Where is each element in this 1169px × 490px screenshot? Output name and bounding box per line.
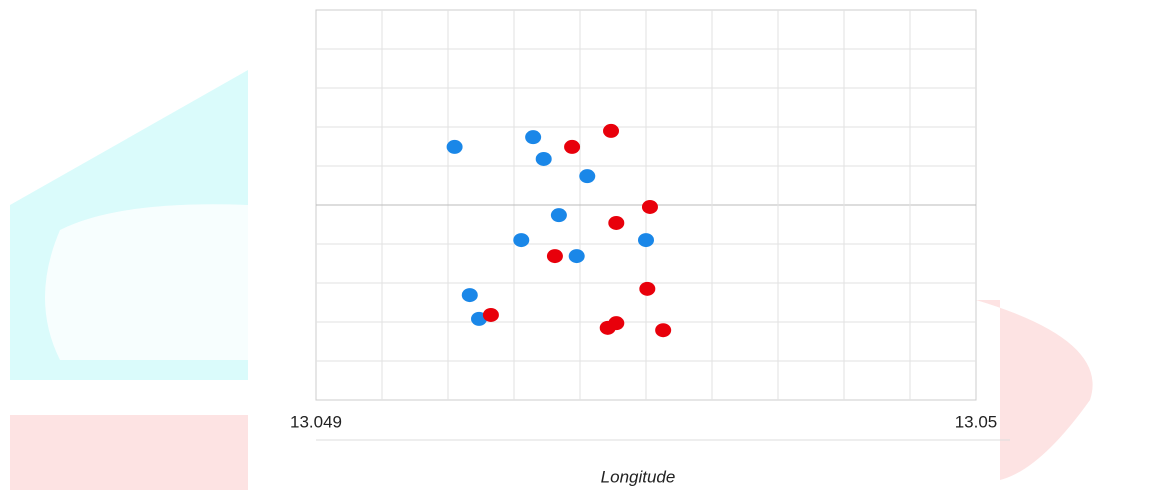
x-tick-label: 13.05 — [955, 412, 998, 431]
point — [462, 288, 478, 302]
watermark-cloud — [45, 204, 248, 360]
x-axis-label: Longitude — [601, 467, 676, 486]
point — [569, 249, 585, 263]
point — [536, 152, 552, 166]
point — [551, 208, 567, 222]
point — [638, 233, 654, 247]
point — [525, 130, 541, 144]
watermark-arc — [976, 300, 1093, 480]
point — [603, 124, 619, 138]
page: {"chart_data": {"type": "scatter", "x_la… — [0, 0, 1169, 490]
point — [483, 308, 499, 322]
point — [513, 233, 529, 247]
point — [642, 200, 658, 214]
point — [655, 323, 671, 337]
point — [564, 140, 580, 154]
point — [579, 169, 595, 183]
x-tick-label: 13.049 — [290, 412, 342, 431]
point — [447, 140, 463, 154]
point — [547, 249, 563, 263]
point — [600, 321, 616, 335]
watermark-gear — [10, 415, 248, 490]
point — [639, 282, 655, 296]
chart: Longitude 13.049 13.05 — [0, 0, 1169, 490]
point — [608, 216, 624, 230]
